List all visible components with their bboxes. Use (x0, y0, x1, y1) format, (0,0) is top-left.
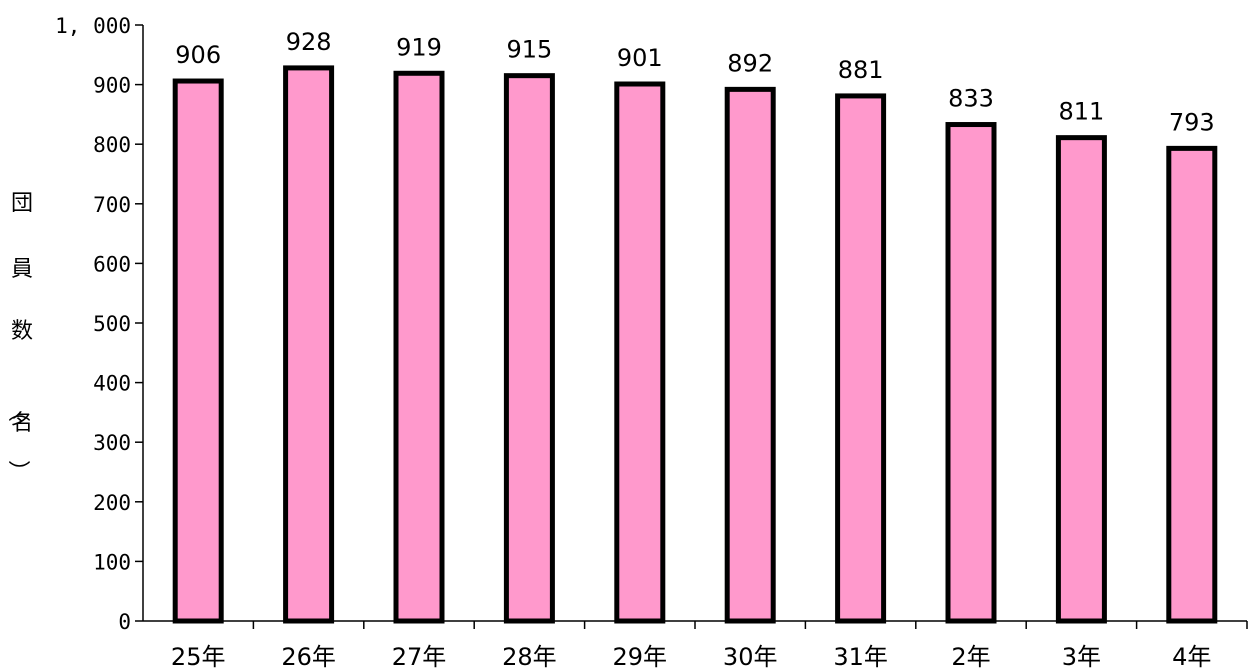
bars-group (172, 65, 1218, 624)
y-axis-title-char: 数 (11, 319, 33, 344)
bar (283, 65, 335, 624)
y-axis-title: 団員数 （名 ） (5, 191, 33, 482)
bar (614, 81, 666, 624)
bar (172, 78, 224, 624)
x-tick-label: 4年 (1172, 643, 1211, 671)
y-tick-label: 800 (93, 133, 131, 157)
data-labels-group: 906 928 919 915 901 892 881 833 811 793 (175, 28, 1214, 136)
y-axis-title-char: 団 (11, 191, 33, 216)
data-label: 881 (838, 56, 884, 84)
y-axis-title-char: 名 (11, 411, 33, 436)
data-label: 793 (1169, 108, 1215, 136)
bar (835, 93, 887, 624)
bar (724, 86, 776, 624)
x-tick-label: 27年 (392, 643, 447, 671)
bar (945, 122, 997, 624)
x-axis-ticks: 25年 26年 27年 28年 29年 30年 31年 2年 3年 4年 (171, 621, 1248, 671)
y-axis-title-char: ） (5, 460, 30, 482)
y-axis-title-char: （ (5, 400, 30, 422)
x-tick-label: 30年 (723, 643, 778, 671)
x-tick-label: 31年 (833, 643, 888, 671)
y-tick-label: 1, 000 (55, 14, 131, 38)
data-label: 915 (506, 36, 552, 64)
x-tick-label: 25年 (171, 643, 226, 671)
x-tick-label: 29年 (613, 643, 668, 671)
data-label: 901 (617, 44, 663, 72)
data-label: 919 (396, 33, 442, 61)
y-tick-label: 500 (93, 312, 131, 336)
y-tick-label: 0 (118, 610, 131, 634)
bar (393, 70, 445, 624)
y-tick-label: 100 (93, 550, 131, 574)
data-label: 833 (948, 85, 994, 113)
y-tick-label: 300 (93, 431, 131, 455)
x-tick-label: 28年 (502, 643, 557, 671)
y-tick-label: 600 (93, 252, 131, 276)
data-label: 811 (1058, 98, 1104, 126)
y-tick-label: 900 (93, 74, 131, 98)
x-tick-label: 26年 (281, 643, 336, 671)
y-tick-label: 700 (93, 193, 131, 217)
bar (1055, 135, 1107, 624)
y-axis-ticks: 0 100 200 300 400 500 600 700 800 900 1, 000 (55, 14, 143, 634)
bar (503, 73, 555, 624)
x-tick-label: 2年 (951, 643, 990, 671)
y-tick-label: 200 (93, 491, 131, 515)
bar (1166, 145, 1218, 624)
data-label: 906 (175, 41, 221, 69)
data-label: 892 (727, 49, 773, 77)
data-label: 928 (286, 28, 332, 56)
x-tick-label: 3年 (1062, 643, 1101, 671)
y-axis-label: 団員数 （名 ） (5, 191, 33, 482)
y-axis-title-char: 員 (11, 257, 33, 282)
y-tick-label: 400 (93, 372, 131, 396)
